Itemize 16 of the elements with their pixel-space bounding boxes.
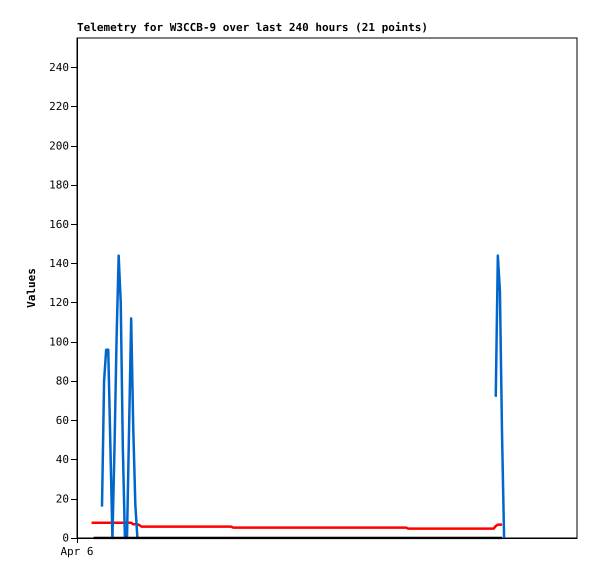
y-tick-label: 220 (49, 100, 69, 114)
y-tick-label: 100 (49, 335, 69, 348)
x-tick-label: Apr 6 (60, 545, 94, 558)
y-tick-label: 140 (49, 256, 69, 270)
y-tick-label: 180 (49, 178, 69, 192)
y-tick-label: 120 (49, 296, 69, 310)
y-tick-label: 200 (49, 139, 69, 152)
y-tick-label: 60 (56, 414, 69, 427)
y-tick-label: 40 (56, 453, 69, 466)
y-tick-label: 80 (56, 374, 69, 388)
y-axis-title: Values (25, 268, 38, 308)
y-tick-label: 20 (56, 492, 69, 506)
y-tick-label: 240 (49, 60, 69, 74)
chart-title: Telemetry for W3CCB-9 over last 240 hours (21 points) (77, 21, 428, 34)
y-tick-label: 160 (49, 218, 69, 231)
y-tick-label: 0 (62, 532, 69, 544)
